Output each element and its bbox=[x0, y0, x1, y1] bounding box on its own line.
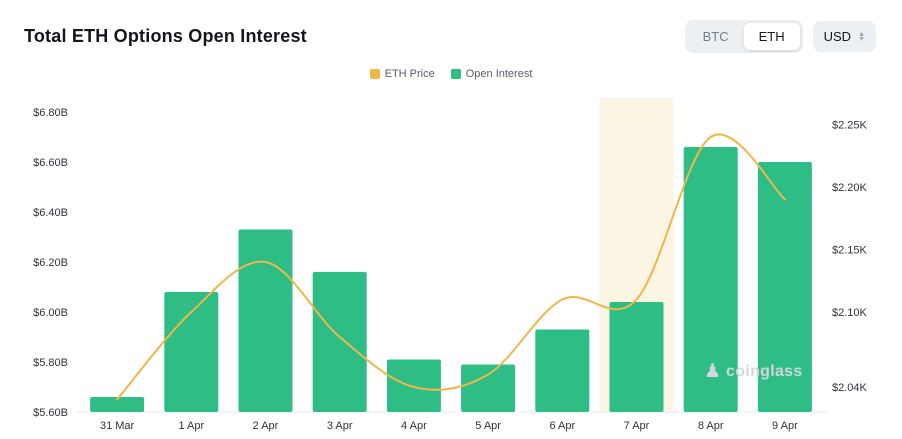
open-interest-bar[interactable] bbox=[238, 229, 293, 413]
open-interest-bar[interactable] bbox=[757, 162, 812, 412]
x-axis-label: 31 Mar bbox=[100, 420, 135, 432]
right-axis-tick: $2.25K bbox=[832, 120, 868, 132]
chart-area: $6.80B $6.60B $6.40B $6.20B $6.00B $5.80B $5.6… bbox=[0, 82, 902, 439]
currency-label: USD bbox=[823, 29, 852, 44]
legend-swatch bbox=[369, 69, 380, 79]
open-interest-bar[interactable] bbox=[90, 397, 145, 412]
header-controls: BTC ETH USD ▲ ▼ bbox=[684, 20, 876, 53]
left-axis-tick: $6.20B bbox=[33, 257, 68, 269]
coin-toggle: BTC ETH bbox=[684, 20, 803, 53]
left-axis-tick: $6.60B bbox=[33, 157, 68, 169]
left-axis-tick: $5.80B bbox=[33, 357, 68, 369]
page-title: Total ETH Options Open Interest bbox=[24, 26, 307, 46]
left-axis-tick: $6.00B bbox=[33, 307, 68, 319]
legend-label: Open Interest bbox=[465, 68, 533, 80]
left-axis-tick: $5.60B bbox=[33, 407, 68, 419]
x-axis-label: 3 Apr bbox=[327, 420, 353, 432]
legend-label: ETH Price bbox=[384, 68, 435, 80]
chart-header: Total ETH Options Open Interest BTC ETH … bbox=[0, 0, 902, 53]
right-axis-tick: $2.10K bbox=[832, 307, 868, 319]
x-axis-label: 2 Apr bbox=[253, 420, 279, 432]
open-interest-bar[interactable] bbox=[312, 272, 367, 412]
sort-chevrons-icon: ▲ ▼ bbox=[858, 30, 865, 43]
x-axis-label: 1 Apr bbox=[178, 420, 204, 432]
x-axis-label: 6 Apr bbox=[549, 420, 575, 432]
right-axis-tick: $2.15K bbox=[832, 245, 868, 257]
right-axis-tick: $2.20K bbox=[832, 182, 868, 194]
x-axis-label: 7 Apr bbox=[624, 420, 650, 432]
legend-item-open-interest[interactable]: Open Interest bbox=[450, 68, 533, 80]
options-chart[interactable]: $6.80B $6.60B $6.40B $6.20B $6.00B $5.80B $5.6… bbox=[0, 82, 902, 437]
open-interest-bar[interactable] bbox=[535, 329, 590, 413]
toggle-eth-button[interactable]: ETH bbox=[743, 23, 800, 50]
x-axis-label: 5 Apr bbox=[475, 420, 501, 432]
left-axis-tick: $6.40B bbox=[33, 207, 68, 219]
legend-swatch bbox=[450, 69, 461, 79]
x-axis-label: 8 Apr bbox=[698, 420, 724, 432]
currency-select[interactable]: USD ▲ ▼ bbox=[812, 21, 876, 52]
toggle-btc-button[interactable]: BTC bbox=[688, 23, 744, 50]
open-interest-bar[interactable] bbox=[461, 364, 516, 413]
x-axis-label: 4 Apr bbox=[401, 420, 427, 432]
right-axis-tick: $2.04K bbox=[832, 382, 868, 394]
open-interest-bar[interactable] bbox=[386, 359, 441, 413]
x-axis-label: 9 Apr bbox=[772, 420, 798, 432]
open-interest-bar[interactable] bbox=[164, 292, 219, 412]
eth-price-line[interactable] bbox=[116, 133, 786, 401]
open-interest-bar[interactable] bbox=[683, 147, 738, 412]
open-interest-bar[interactable] bbox=[609, 302, 664, 412]
left-axis-tick: $6.80B bbox=[33, 107, 68, 119]
chart-legend: ETH Price Open Interest bbox=[0, 68, 902, 80]
legend-item-eth-price[interactable]: ETH Price bbox=[369, 68, 435, 80]
